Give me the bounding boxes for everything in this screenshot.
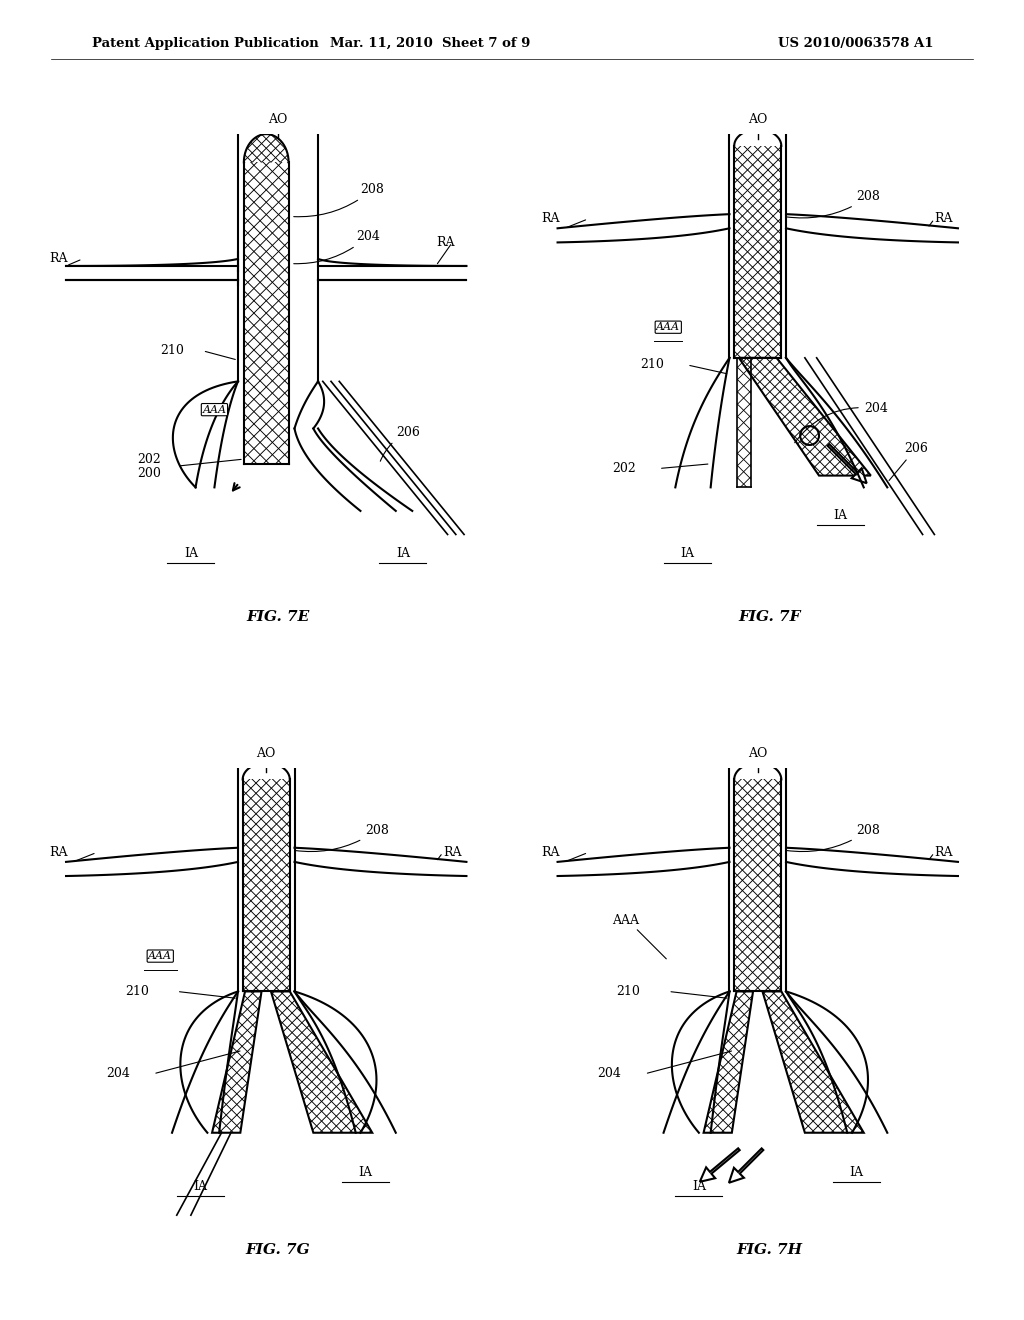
Text: 206: 206 <box>889 442 928 480</box>
Text: Mar. 11, 2010  Sheet 7 of 9: Mar. 11, 2010 Sheet 7 of 9 <box>330 37 530 50</box>
PathPatch shape <box>734 779 781 991</box>
Text: AAA: AAA <box>203 405 226 414</box>
Text: 200: 200 <box>137 467 161 479</box>
Text: 204: 204 <box>106 1068 130 1080</box>
Text: AAA: AAA <box>148 952 172 961</box>
Text: IA: IA <box>396 546 410 560</box>
PathPatch shape <box>243 779 290 991</box>
Text: 204: 204 <box>598 1068 622 1080</box>
PathPatch shape <box>763 991 864 1133</box>
Text: RA: RA <box>436 236 455 249</box>
Text: 210: 210 <box>161 345 184 358</box>
Text: AAA: AAA <box>656 322 680 333</box>
Text: IA: IA <box>358 1167 372 1179</box>
Text: RA: RA <box>934 213 953 226</box>
PathPatch shape <box>212 991 261 1133</box>
Text: FIG. 7E: FIG. 7E <box>247 610 309 624</box>
PathPatch shape <box>734 145 781 358</box>
Text: 202: 202 <box>611 462 636 475</box>
Text: RA: RA <box>541 213 559 226</box>
Text: 202: 202 <box>137 453 161 466</box>
Text: RA: RA <box>442 846 462 859</box>
Text: RA: RA <box>541 846 559 859</box>
Text: RA: RA <box>934 846 953 859</box>
Text: IA: IA <box>194 1180 207 1193</box>
Text: IA: IA <box>834 510 847 523</box>
Text: IA: IA <box>692 1180 706 1193</box>
Text: FIG. 7H: FIG. 7H <box>736 1243 803 1258</box>
Text: IA: IA <box>850 1167 863 1179</box>
Text: 208: 208 <box>295 824 389 851</box>
Text: RA: RA <box>49 252 68 265</box>
Text: AAA: AAA <box>611 915 639 927</box>
FancyArrow shape <box>699 1148 739 1181</box>
PathPatch shape <box>739 358 870 475</box>
FancyArrow shape <box>827 444 866 483</box>
Text: RA: RA <box>49 846 68 859</box>
PathPatch shape <box>271 991 373 1133</box>
Text: Patent Application Publication: Patent Application Publication <box>92 37 318 50</box>
Text: IA: IA <box>184 546 198 560</box>
Text: IA: IA <box>680 546 694 560</box>
Text: 208: 208 <box>786 190 881 218</box>
Text: AO: AO <box>257 747 275 760</box>
Text: US 2010/0063578 A1: US 2010/0063578 A1 <box>778 37 934 50</box>
Text: AO: AO <box>749 114 767 127</box>
Text: 210: 210 <box>125 985 148 998</box>
Text: 208: 208 <box>786 824 881 851</box>
Text: 204: 204 <box>294 230 380 264</box>
PathPatch shape <box>703 991 753 1133</box>
Text: 210: 210 <box>616 985 640 998</box>
Text: FIG. 7G: FIG. 7G <box>246 1243 310 1258</box>
PathPatch shape <box>736 358 751 487</box>
Text: FIG. 7F: FIG. 7F <box>738 610 801 624</box>
Text: 210: 210 <box>640 359 664 371</box>
PathPatch shape <box>244 162 289 463</box>
Text: AO: AO <box>268 114 288 127</box>
Text: 208: 208 <box>294 183 384 216</box>
Text: AO: AO <box>749 747 767 760</box>
FancyArrow shape <box>729 1148 763 1183</box>
Text: 204: 204 <box>795 403 888 442</box>
PathPatch shape <box>244 135 289 162</box>
Text: 206: 206 <box>380 425 420 461</box>
